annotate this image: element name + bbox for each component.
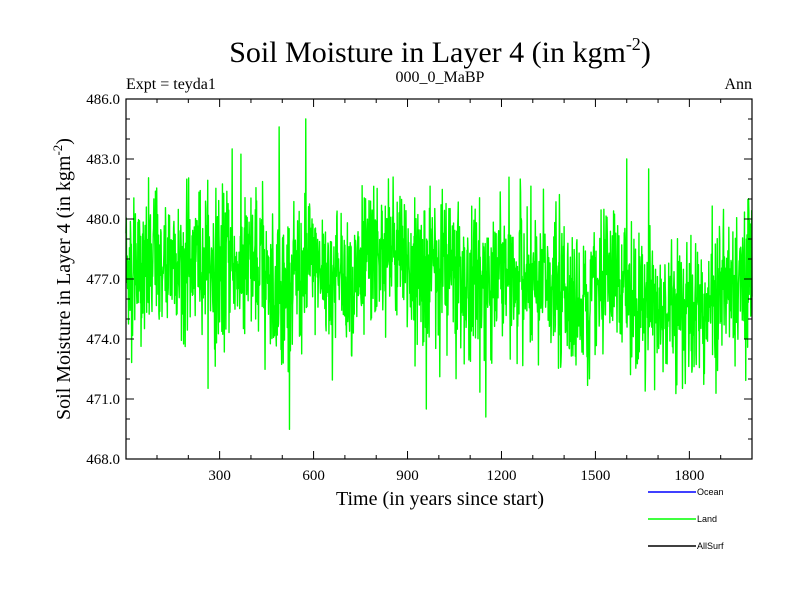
y-tick-label: 471.0 bbox=[86, 392, 120, 408]
chart-title: Soil Moisture in Layer 4 (in kgm-2) bbox=[229, 34, 651, 69]
subtitle-center: 000_0_MaBP bbox=[396, 69, 485, 86]
subtitle-right: Ann bbox=[724, 76, 752, 93]
y-axis-label: Soil Moisture in Layer 4 (in kgm-2) bbox=[50, 138, 75, 420]
y-axis-ticks: 468.0 471.0 474.0 477.0 480.0 483.0 486.0 bbox=[86, 92, 752, 468]
legend-label-allsurf: AllSurf bbox=[697, 541, 724, 551]
land-series-polyline bbox=[125, 118, 753, 431]
x-tick-label: 1200 bbox=[486, 468, 516, 484]
x-tick-label: 600 bbox=[302, 468, 325, 484]
series-land-line bbox=[125, 118, 753, 431]
x-axis-ticks: 300 600 900 1200 1500 1800 bbox=[156, 99, 753, 484]
legend: Ocean Land AllSurf bbox=[648, 487, 724, 551]
x-tick-label: 900 bbox=[396, 468, 419, 484]
legend-label-ocean: Ocean bbox=[697, 487, 724, 497]
x-axis-label: Time (in years since start) bbox=[336, 488, 544, 510]
y-tick-label: 468.0 bbox=[86, 452, 120, 468]
subtitle-left: Expt = teyda1 bbox=[126, 76, 216, 93]
y-tick-label: 480.0 bbox=[86, 212, 120, 228]
x-tick-label: 300 bbox=[208, 468, 231, 484]
y-tick-label: 483.0 bbox=[86, 152, 120, 168]
y-tick-label: 486.0 bbox=[86, 92, 120, 108]
y-tick-label: 477.0 bbox=[86, 272, 120, 288]
x-tick-label: 1500 bbox=[580, 468, 610, 484]
x-tick-label: 1800 bbox=[674, 468, 704, 484]
y-tick-label: 474.0 bbox=[86, 332, 120, 348]
legend-label-land: Land bbox=[697, 514, 717, 524]
